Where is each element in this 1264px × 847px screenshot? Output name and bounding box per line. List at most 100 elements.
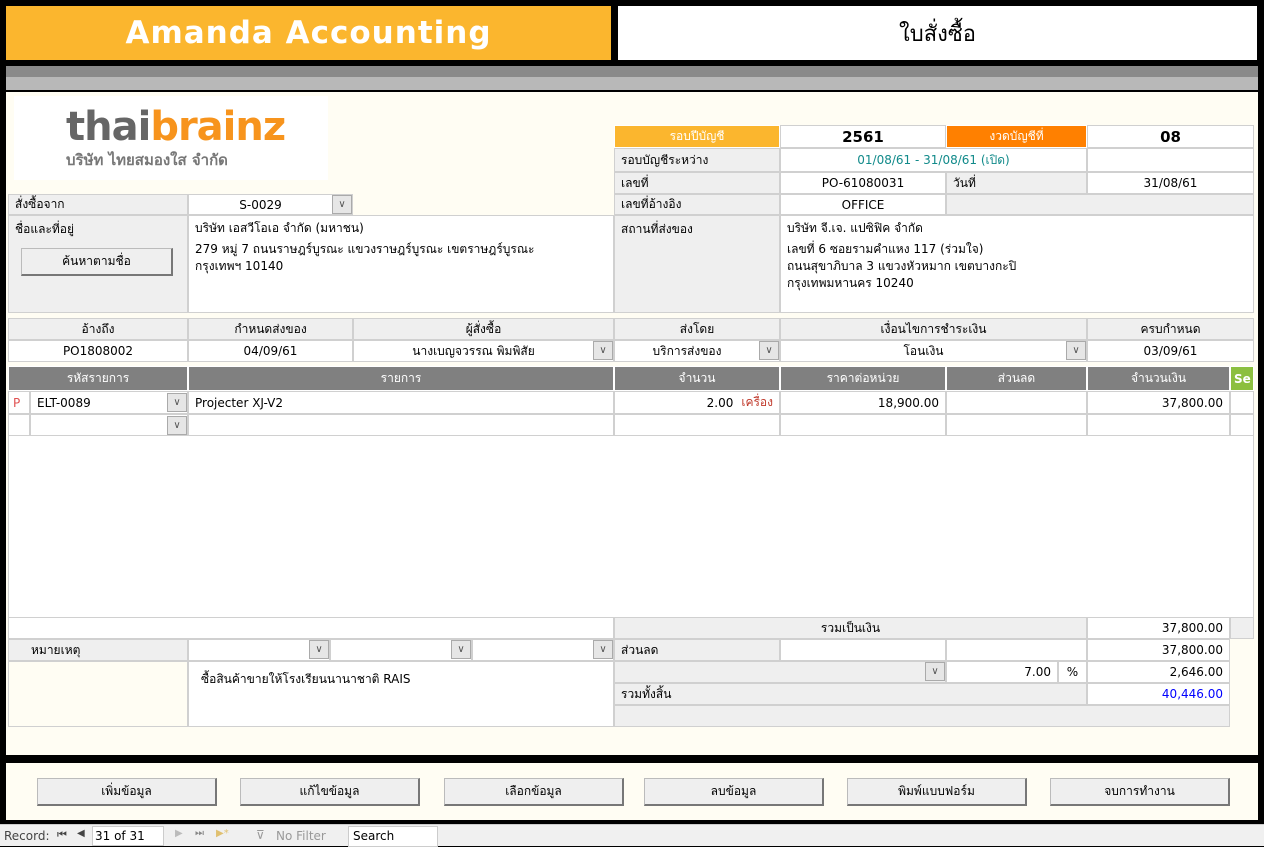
fiscal-year-label: รอบปีบัญชี xyxy=(614,125,780,148)
filter-icon: ⊽ xyxy=(256,828,265,842)
range-label: รอบบัญชีระหว่าง xyxy=(614,148,780,172)
ship-to-line1: เลขที่ 6 ซอยรามคำแหง 117 (ร่วมใจ) xyxy=(787,242,984,256)
subtotal-pad xyxy=(1230,617,1254,639)
chevron-down-icon[interactable]: ∨ xyxy=(593,341,613,360)
form-title: ใบสั่งซื้อ xyxy=(618,6,1257,60)
record-navigator: Record: ⏮ ◀ 31 of 31 ▶ ⏭ ▶* ⊽ No Filter … xyxy=(0,824,1264,847)
first-record-icon[interactable]: ⏮ xyxy=(57,828,67,841)
ref-field[interactable]: OFFICE xyxy=(780,194,946,215)
record-label: Record: xyxy=(4,829,50,843)
remarks-label: หมายเหตุ xyxy=(8,639,188,661)
grid-header-qty: จำนวน xyxy=(614,366,780,391)
record-number-input[interactable]: 31 of 31 xyxy=(92,826,164,846)
date-field[interactable]: 31/08/61 xyxy=(1087,172,1254,194)
subtotal-value: 37,800.00 xyxy=(1087,617,1230,639)
discount-field[interactable] xyxy=(780,639,946,661)
fiscal-year: 2561 xyxy=(780,125,946,148)
row-code-combo[interactable]: ELT-0089 xyxy=(30,391,188,414)
remarks-combo-1[interactable] xyxy=(188,639,330,661)
chevron-down-icon[interactable]: ∨ xyxy=(925,662,945,681)
discount-label: ส่วนลด xyxy=(614,639,780,661)
new-row-code-combo[interactable] xyxy=(30,414,188,436)
last-record-icon[interactable]: ⏭ xyxy=(195,828,204,839)
terms-header-payment: เงื่อนไขการชำระเงิน xyxy=(780,318,1087,340)
payment-terms-combo[interactable]: โอนเงิน xyxy=(780,340,1087,362)
logo-company: บริษัท ไทยสมองใส จำกัด xyxy=(66,151,228,169)
remarks-text[interactable]: ซื้อสินค้าขายให้โรงเรียนนานาชาติ RAIS xyxy=(188,661,614,727)
chevron-down-icon[interactable]: ∨ xyxy=(759,341,779,360)
chevron-down-icon[interactable]: ∨ xyxy=(309,640,329,659)
chevron-down-icon[interactable]: ∨ xyxy=(451,640,471,659)
chevron-down-icon[interactable]: ∨ xyxy=(167,393,187,412)
select-button[interactable]: เลือกข้อมูล xyxy=(444,778,624,806)
chevron-down-icon[interactable]: ∨ xyxy=(1066,341,1086,360)
row-unit: เครื่อง xyxy=(741,395,773,409)
grid-header-code: รหัสรายการ xyxy=(8,366,188,391)
app-title: Amanda Accounting xyxy=(6,6,611,60)
grid-header-desc: รายการ xyxy=(188,366,614,391)
ship-to-label: สถานที่ส่งของ xyxy=(614,215,780,313)
grid-header-amount: จำนวนเงิน xyxy=(1087,366,1230,391)
chevron-down-icon[interactable]: ∨ xyxy=(332,195,352,214)
chevron-down-icon[interactable]: ∨ xyxy=(593,640,613,659)
ship-by-combo[interactable]: บริการส่งของ xyxy=(614,340,780,362)
delivery-date-field[interactable]: 04/09/61 xyxy=(188,340,353,362)
new-row-select[interactable] xyxy=(1230,414,1254,436)
row-discount[interactable] xyxy=(946,391,1087,414)
terms-header-ref: อ้างถึง xyxy=(8,318,188,340)
doc-no-field[interactable]: PO-61080031 xyxy=(780,172,946,194)
vat-rate-field[interactable]: 7.00 xyxy=(946,661,1058,683)
ship-to-line3: กรุงเทพมหานคร 10240 xyxy=(787,276,914,290)
remarks-combo-3[interactable] xyxy=(472,639,614,661)
row-price[interactable]: 18,900.00 xyxy=(780,391,946,414)
delete-button[interactable]: ลบข้อมูล xyxy=(644,778,824,806)
supplier-name: บริษัท เอสวีโอเอ จำกัด (มหาชน) xyxy=(195,221,364,235)
row-flag: P xyxy=(8,391,30,414)
terms-header-orderer: ผู้สั่งซื้อ xyxy=(353,318,614,340)
new-record-icon[interactable]: ▶* xyxy=(216,828,229,839)
orderer-combo[interactable]: นางเบญจวรรณ พิมพิสัย xyxy=(353,340,614,362)
due-date-field[interactable]: 03/09/61 xyxy=(1087,340,1254,362)
next-record-icon[interactable]: ▶ xyxy=(175,828,183,839)
print-form-button[interactable]: พิมพ์แบบฟอร์ม xyxy=(847,778,1027,806)
ref-label: เลขที่อ้างอิง xyxy=(614,194,780,215)
search-by-name-button[interactable]: ค้นหาตามชื่อ xyxy=(21,248,173,276)
new-row-flag xyxy=(8,414,30,436)
terms-header-ship-by: ส่งโดย xyxy=(614,318,780,340)
row-qty-value: 2.00 xyxy=(706,395,734,410)
remarks-pad xyxy=(8,661,188,727)
row-qty[interactable]: 2.00 เครื่อง xyxy=(614,391,780,414)
totals-blank xyxy=(8,617,614,639)
no-filter-button[interactable]: No Filter xyxy=(276,829,326,843)
supplier-code-combo[interactable]: S-0029 xyxy=(188,194,353,215)
remarks-combo-2[interactable] xyxy=(330,639,472,661)
add-button[interactable]: เพิ่มข้อมูล xyxy=(37,778,217,806)
discount-amount-field[interactable] xyxy=(946,639,1087,661)
row-select[interactable] xyxy=(1230,391,1254,414)
toolbar-bar xyxy=(6,66,1258,90)
supplier-address-line2: กรุงเทพฯ 10140 xyxy=(195,259,284,273)
supplier-address: บริษัท เอสวีโอเอ จำกัด (มหาชน) 279 หมู่ … xyxy=(188,215,614,313)
exit-button[interactable]: จบการทำงาน xyxy=(1050,778,1230,806)
ref-po-field[interactable]: PO1808002 xyxy=(8,340,188,362)
period-value: 08 xyxy=(1087,125,1254,148)
new-row-desc[interactable] xyxy=(188,414,614,436)
logo-text-b: brainz xyxy=(150,104,286,150)
grid-header-price: ราคาต่อหน่วย xyxy=(780,366,946,391)
grid-header-select[interactable]: Se xyxy=(1230,366,1254,391)
new-row-amount xyxy=(1087,414,1230,436)
vat-type-combo[interactable] xyxy=(614,661,946,683)
new-row-price[interactable] xyxy=(780,414,946,436)
new-row-discount[interactable] xyxy=(946,414,1087,436)
ship-to-address: บริษัท จี.เจ. แปซิฟิค จำกัด เลขที่ 6 ซอย… xyxy=(780,215,1254,313)
after-discount-value: 37,800.00 xyxy=(1087,639,1230,661)
period-label: งวดบัญชีที่ xyxy=(946,125,1087,148)
prev-record-icon[interactable]: ◀ xyxy=(77,828,85,839)
company-logo: thaibrainz บริษัท ไทยสมองใส จำกัด xyxy=(14,96,328,180)
search-input[interactable]: Search xyxy=(348,826,438,847)
edit-button[interactable]: แก้ไขข้อมูล xyxy=(240,778,420,806)
chevron-down-icon[interactable]: ∨ xyxy=(167,416,187,435)
subtotal-label: รวมเป็นเงิน xyxy=(614,617,1087,639)
new-row-qty[interactable] xyxy=(614,414,780,436)
row-desc[interactable]: Projecter XJ-V2 xyxy=(188,391,614,414)
